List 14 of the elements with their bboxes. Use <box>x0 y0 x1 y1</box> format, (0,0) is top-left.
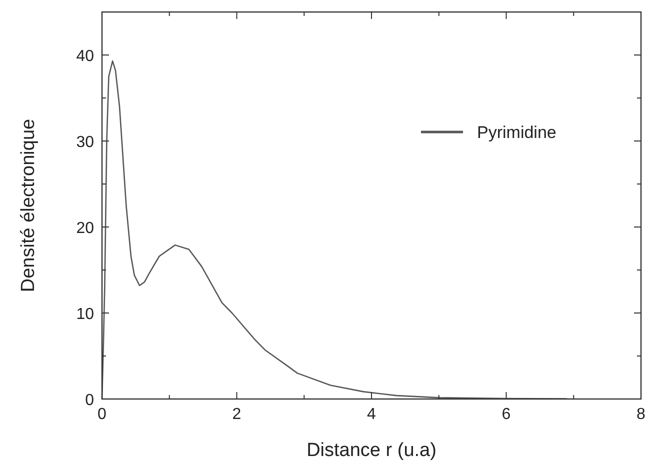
line-series <box>101 60 568 400</box>
x-tick-label: 0 <box>98 406 107 423</box>
y-tick-label: 40 <box>76 48 94 65</box>
x-axis-title: Distance r (u.a) <box>306 440 436 461</box>
y-tick-label: 10 <box>76 306 94 323</box>
y-axis-title: Densité électronique <box>18 118 39 292</box>
legend-label: Pyrimidine <box>477 123 556 142</box>
x-tick-label: 6 <box>502 406 511 423</box>
x-tick-label: 8 <box>636 406 646 423</box>
x-tick-label: 4 <box>367 406 376 423</box>
x-tick-label: 2 <box>232 406 242 423</box>
y-tick-label: 30 <box>76 134 94 151</box>
y-tick-label: 0 <box>85 392 94 409</box>
y-tick-label: 20 <box>76 220 94 237</box>
